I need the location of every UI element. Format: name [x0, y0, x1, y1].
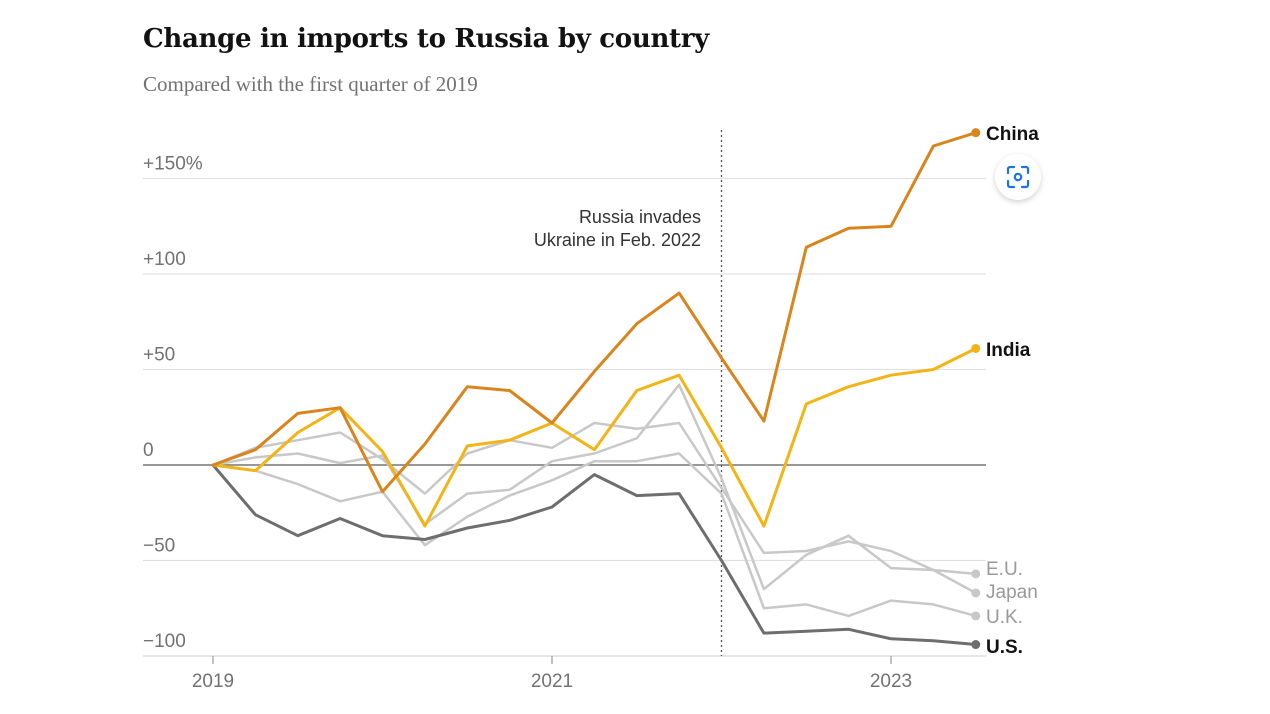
series-label-china: China — [986, 124, 1039, 145]
scan-image-button[interactable] — [995, 154, 1041, 200]
chart-title: Change in imports to Russia by country — [143, 24, 709, 54]
y-axis-ticks: +150% +100 +50 0 −50 −100 — [143, 154, 203, 653]
series-endpoint-india — [971, 343, 981, 353]
y-tick-label: −100 — [143, 631, 186, 652]
series-line-china — [211, 131, 978, 494]
invasion-marker: Russia invades Ukraine in Feb. 2022 — [534, 130, 723, 656]
y-tick-label: +50 — [143, 345, 175, 366]
scan-image-icon — [1006, 165, 1030, 189]
series-label-us: U.S. — [986, 637, 1023, 658]
x-axis-ticks: 2019 2021 2023 — [192, 656, 912, 692]
chart-subtitle: Compared with the first quarter of 2019 — [143, 72, 478, 96]
annotation-line-1: Russia invades — [579, 207, 701, 227]
series-lines — [211, 128, 981, 650]
series-label-japan: Japan — [986, 582, 1038, 603]
y-tick-label: +150% — [143, 154, 203, 175]
gridlines — [143, 177, 986, 657]
x-tick-label: 2023 — [870, 671, 912, 692]
series-label-uk: U.K. — [986, 607, 1023, 628]
annotation-line-2: Ukraine in Feb. 2022 — [534, 230, 701, 250]
series-endpoint-us — [971, 640, 981, 650]
series-label-india: India — [986, 340, 1031, 361]
series-endpoint-eu — [971, 569, 981, 579]
series-line-india — [211, 347, 978, 528]
x-tick-label: 2021 — [531, 671, 573, 692]
series-endpoint-uk — [971, 611, 981, 621]
series-line-us — [211, 463, 978, 646]
series-line-eu — [211, 421, 978, 576]
series-line-japan — [211, 383, 978, 595]
series-label-eu: E.U. — [986, 559, 1023, 580]
x-tick-label: 2019 — [192, 671, 234, 692]
y-tick-label: −50 — [143, 536, 175, 557]
y-tick-label: 0 — [143, 440, 154, 461]
series-line-uk — [211, 452, 978, 618]
series-endpoint-china — [971, 128, 981, 138]
series-endpoint-japan — [971, 588, 981, 598]
y-tick-label: +100 — [143, 249, 186, 270]
